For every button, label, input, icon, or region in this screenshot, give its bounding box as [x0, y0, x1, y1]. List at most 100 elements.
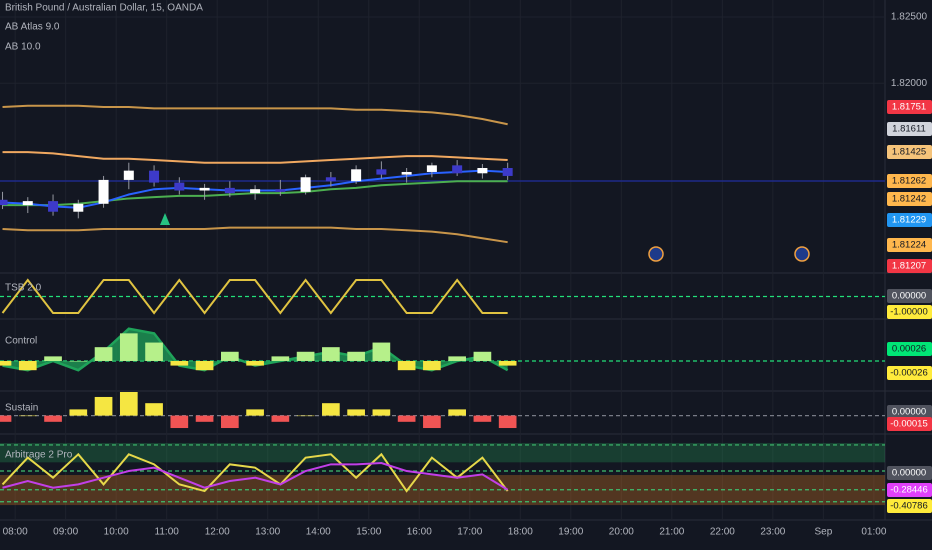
histogram-bar — [423, 415, 441, 429]
pane: 1.82500 1.82000 1.81751 1.81611 1.81425 1.812… — [0, 12, 932, 273]
line — [2, 151, 508, 164]
pane-title: Arbitrage 2 Pro — [5, 450, 73, 461]
price-tag — [887, 405, 932, 419]
time-label: 13:00 — [255, 527, 280, 538]
price-tag — [887, 483, 932, 497]
pane: Control 0.00026 -0.00026 — [0, 327, 932, 380]
histogram-bar — [94, 347, 113, 361]
price-tag — [887, 174, 932, 188]
histogram-bar — [498, 360, 517, 366]
candle-body — [123, 170, 134, 180]
histogram-bar — [423, 360, 441, 371]
histogram-bar — [322, 403, 340, 416]
histogram-bar — [170, 415, 189, 429]
histogram-bar — [473, 351, 492, 361]
line — [2, 104, 508, 126]
price-tag-label: 1.81611 — [892, 124, 926, 135]
histogram-bar — [195, 360, 214, 371]
pane-plot — [0, 278, 885, 315]
histogram-bar — [372, 409, 391, 416]
histogram-bar — [347, 409, 365, 416]
price-tag — [887, 213, 932, 227]
time-label: 01:00 — [861, 527, 886, 538]
pane-title: Control — [5, 336, 37, 347]
time-label: 20:00 — [609, 527, 634, 538]
candle-body — [376, 169, 387, 175]
price-tag-label: -0.40786 — [890, 501, 928, 512]
symbol-title: British Pound / Australian Dollar, 15, O… — [5, 3, 203, 14]
time-label: 17:00 — [457, 527, 482, 538]
price-tag-label: 0.00000 — [892, 291, 926, 302]
histogram-bar — [44, 356, 62, 361]
histogram-bar — [296, 351, 315, 361]
event-icon[interactable] — [794, 246, 810, 262]
line — [2, 461, 509, 491]
price-tag — [887, 342, 932, 356]
histogram-bar — [69, 360, 88, 362]
pane: TSB 2.0 0.00000 -1.00000 — [0, 278, 932, 319]
candle-body — [149, 170, 160, 183]
price-tag — [887, 238, 932, 252]
histogram-bar — [271, 356, 290, 361]
price-tag — [887, 122, 932, 136]
price-tag-label: 0.00000 — [892, 468, 926, 479]
histogram-bar — [0, 360, 12, 366]
histogram-bar — [322, 347, 340, 361]
histogram-bar — [296, 415, 315, 417]
signal-marker — [160, 213, 170, 225]
histogram-bar — [145, 342, 163, 361]
candle-body — [250, 189, 261, 194]
event-icon[interactable] — [648, 246, 664, 262]
pane-plot — [0, 16, 885, 244]
indicator-name: AB 10.0 — [5, 42, 41, 53]
pane-title: Sustain — [5, 403, 38, 414]
time-label: 15:00 — [356, 527, 381, 538]
plot-layer: 08:00 09:00 10:00 11:00 12:00 13:00 14:00 15:00… — [0, 0, 932, 538]
histogram-bar — [69, 409, 88, 416]
candle-body — [452, 165, 463, 174]
candle-body — [98, 179, 109, 204]
time-label: 16:00 — [407, 527, 432, 538]
price-tag — [887, 499, 932, 513]
pane-title: TSB 2.0 — [5, 283, 42, 294]
candle-body — [502, 167, 513, 176]
time-label: 18:00 — [508, 527, 533, 538]
histogram-bar — [397, 415, 416, 422]
candle-body — [351, 169, 362, 182]
histogram-bar — [372, 342, 391, 361]
price-tag-label: -0.28446 — [890, 485, 928, 496]
time-label: 21:00 — [659, 527, 684, 538]
price-tag — [887, 466, 932, 480]
pane: Arbitrage 2 Pro 0.00000 -0.28446 -0.40786 — [0, 442, 932, 513]
histogram-bar — [119, 392, 138, 416]
price-tag-label: 1.81224 — [892, 240, 926, 251]
candle-body — [199, 187, 210, 191]
price-tick-label: 1.82500 — [891, 12, 928, 23]
line — [1, 278, 508, 315]
line — [2, 226, 508, 244]
price-tag — [887, 289, 932, 303]
price-tag-label: -0.00015 — [890, 419, 928, 430]
price-tag — [887, 366, 932, 380]
histogram-bar — [473, 415, 492, 422]
candle-body — [73, 203, 84, 212]
candle-body — [224, 187, 235, 194]
pane-plot — [0, 442, 885, 506]
candle-body — [426, 165, 437, 172]
candle-body — [300, 177, 311, 192]
price-tag — [887, 417, 932, 431]
pane-plot — [0, 392, 885, 429]
price-tag-label: 1.81207 — [892, 261, 926, 272]
histogram-bar — [220, 351, 239, 361]
candle-body — [325, 177, 336, 182]
price-tag-label: 0.00000 — [892, 407, 926, 418]
price-tag-label: 1.81262 — [892, 176, 926, 187]
time-label: 23:00 — [760, 527, 785, 538]
histogram-bar — [246, 409, 264, 416]
histogram-bar — [145, 403, 163, 416]
candle-body — [174, 182, 185, 191]
price-tag-label: 0.00026 — [892, 344, 926, 355]
price-tag-label: -0.00026 — [890, 368, 928, 379]
time-label: Sep — [814, 527, 832, 538]
